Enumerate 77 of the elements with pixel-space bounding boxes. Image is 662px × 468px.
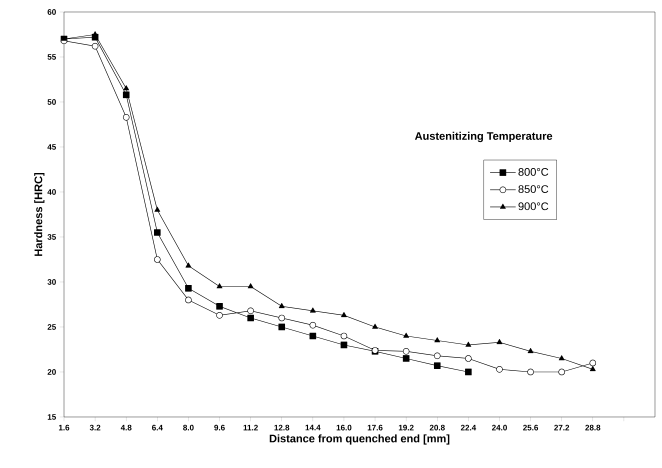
point [402,355,410,362]
point [185,284,192,292]
y-tick-label: 25 [48,324,56,330]
point [465,342,472,347]
x-tick-label: 16.0 [336,424,352,430]
legend-label: 900°C [518,202,548,210]
point [122,114,130,121]
x-tick-label: 11.2 [244,424,258,430]
point [496,366,503,373]
legend-label: 850°C [518,185,548,193]
y-axis-title: Hardness [HRC] [34,172,44,256]
point [403,332,410,338]
legend-title: Austenitizing Temperature [414,132,552,142]
x-tick-label: 4.8 [120,424,132,430]
x-tick-label: 8.0 [183,424,194,430]
point [154,256,161,263]
x-axis-title: Distance from quenched end [mm] [270,434,450,445]
point [247,314,254,322]
y-tick-label: 50 [48,99,56,105]
point [589,360,596,366]
point [434,337,440,342]
point [434,352,441,360]
point [216,302,223,310]
point [496,338,502,344]
point [278,314,286,322]
x-tick-label: 12.8 [274,424,290,430]
point [310,307,316,313]
point [154,229,161,236]
point [527,368,534,376]
point [186,262,192,268]
y-tick-label: 45 [47,144,56,150]
point [154,206,160,212]
point [558,355,565,360]
point [247,307,254,314]
point [341,312,347,318]
point [590,366,596,372]
y-tick-label: 40 [47,189,56,195]
point [434,362,441,369]
x-tick-label: 6.4 [152,424,163,430]
x-tick-label: 9.6 [214,424,225,430]
x-tick-label: 27.2 [554,424,570,430]
point [123,85,130,90]
point [310,322,316,328]
x-tick-label: 1.6 [58,424,70,430]
y-tick-label: 60 [48,9,56,15]
point [340,342,348,348]
point [465,368,472,376]
x-tick-label: 24.0 [492,424,507,430]
y-tick-label: 35 [47,234,56,240]
point [216,283,222,288]
legend-label: 800°C [518,168,548,176]
point [465,355,472,362]
y-tick-label: 20 [48,369,56,375]
y-tick-label: 55 [48,54,56,60]
point [122,91,130,98]
point [372,324,378,329]
x-tick-label: 25.6 [523,424,538,430]
y-tick-label: 30 [47,279,56,285]
x-tick-label: 17.6 [368,424,383,430]
point [558,368,565,376]
point [278,302,285,308]
x-tick-label: 28.8 [585,424,600,430]
point [528,348,534,354]
x-tick-label: 3.2 [90,424,100,430]
x-tick-label: 20.8 [430,424,445,430]
y-tick-label: 15 [48,414,56,420]
x-tick-label: 14.4 [306,424,321,430]
point [185,296,192,304]
x-tick-label: 22.4 [460,424,476,430]
x-tick-label: 19.2 [398,424,414,430]
point [310,332,316,340]
point [402,348,410,355]
point [340,332,348,340]
point [248,283,254,288]
point [92,42,98,50]
point [278,324,286,330]
point [216,312,223,319]
